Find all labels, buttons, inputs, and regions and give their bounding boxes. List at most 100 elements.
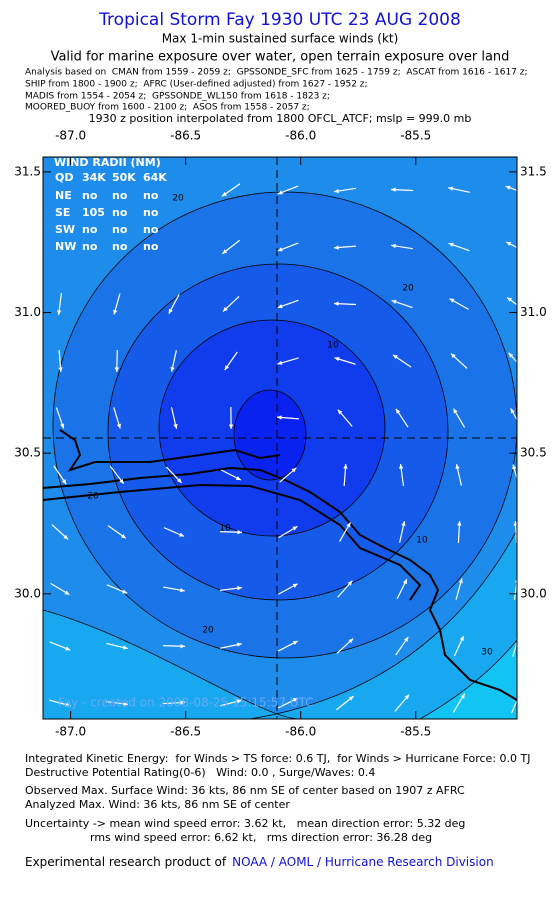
contour-label: 20 xyxy=(202,626,214,636)
map-labels: 20 20 10 10 20 10 20 30 Fay - created on 2008-08… xyxy=(54,156,493,710)
x-tick-label: -85.5 xyxy=(400,725,431,739)
wind-arrow-head xyxy=(58,367,63,372)
wind-arrow-head xyxy=(391,243,396,249)
axes: -87.0 -87.0 -86.5 -86.5 -86.0 -86.0 -85.5 -85.5… xyxy=(14,129,546,739)
wind-radii-cell: no xyxy=(143,223,159,236)
wind-arrow-head xyxy=(176,478,182,483)
title: Tropical Storm Fay 1930 UTC 23 AUG 2008 xyxy=(98,10,461,30)
wind-arrow-head xyxy=(277,360,283,365)
credit-link[interactable]: NOAA / AOML / Hurricane Research Divisio… xyxy=(232,855,494,869)
wind-arrow-head xyxy=(391,187,396,192)
wind-arrow-head xyxy=(510,408,515,414)
subtitle: Max 1-min sustained surface winds (kt) xyxy=(162,32,399,46)
contour-label: 30 xyxy=(481,648,493,658)
wind-radii-cell: no xyxy=(143,240,159,253)
wind-arrow-head xyxy=(222,306,228,312)
wind-arrow-head xyxy=(64,590,70,595)
wind-arrow-head xyxy=(236,699,242,704)
wind-arrow-head xyxy=(56,310,62,315)
wind-arrow-head xyxy=(123,701,128,706)
wind-arrow-head xyxy=(337,409,343,415)
wind-radii-cell: no xyxy=(112,206,128,219)
contour-label: 20 xyxy=(87,492,99,502)
y-tick-label: 31.5 xyxy=(14,164,41,178)
wind-arrow-head xyxy=(228,424,234,429)
wind-arrow-head xyxy=(512,464,517,470)
footer-line: Destructive Potential Rating(0-6) Wind: … xyxy=(25,766,375,779)
x-tick-label: -85.5 xyxy=(400,129,431,143)
wind-arrow-head xyxy=(453,408,458,414)
wind-arrow-head xyxy=(61,479,67,485)
wind-arrow-head xyxy=(457,521,462,526)
wind-arrow-head xyxy=(63,534,69,540)
source-line: SHIP from 1800 - 1900 z; AFRC (User-defi… xyxy=(25,80,368,90)
contour-label: 20 xyxy=(172,194,184,204)
wind-arrow xyxy=(513,578,517,600)
wind-arrow-head xyxy=(513,521,517,526)
wind-radii-header: 64K xyxy=(143,171,167,184)
wind-arrow-head xyxy=(343,464,348,469)
wind-radii-cell: no xyxy=(82,223,98,236)
wind-arrow-head xyxy=(179,532,185,537)
wind-arrow-head xyxy=(114,367,120,372)
wind-arrow-head xyxy=(121,533,126,539)
footer-line: Analyzed Max. Wind: 36 kts, 86 nm SE of … xyxy=(25,798,290,811)
wind-arrow-head xyxy=(180,644,185,649)
y-tick-label: 30.0 xyxy=(14,586,41,600)
wind-arrow-head xyxy=(347,580,353,586)
wind-arrow-head xyxy=(122,589,128,594)
x-tick-label: -86.0 xyxy=(285,725,316,739)
wind-arrows xyxy=(49,183,517,714)
wind-arrow-head xyxy=(514,578,517,583)
wind-arrow-head xyxy=(348,638,354,644)
wind-arrow-head xyxy=(508,352,514,358)
wind-arrow-head xyxy=(122,645,128,650)
wind-arrow-head xyxy=(60,423,65,429)
wind-arrow-head xyxy=(291,467,297,473)
y-tick-label: 30.5 xyxy=(520,446,547,460)
wind-radii-cell: SE xyxy=(55,206,70,219)
wind-arrow-head xyxy=(458,578,463,584)
plot-frame xyxy=(42,156,518,720)
source-line: MADIS from 1554 - 2054 z; GPSSONDE_WL150… xyxy=(25,92,330,102)
wind-arrow-head xyxy=(222,249,228,254)
wind-arrow-head xyxy=(334,301,339,306)
wind-arrow-head xyxy=(346,522,351,528)
wind-arrow-head xyxy=(277,190,283,195)
wind-arrow xyxy=(511,699,517,714)
x-tick-label: -86.5 xyxy=(170,725,201,739)
wind-arrow-head xyxy=(348,696,354,701)
wind-arrow-head xyxy=(170,366,175,372)
wind-arrow-head xyxy=(505,185,511,190)
wind-radii-cell: NE xyxy=(55,189,72,202)
wind-arrow-head xyxy=(460,693,465,699)
footer-line: Observed Max. Surface Wind: 36 kts, 86 n… xyxy=(25,784,465,797)
wind-arrow-head xyxy=(224,365,230,371)
wind-radii-cell: no xyxy=(82,240,98,253)
source-line: MOORED_BUOY from 1600 - 2100 z; ASOS fro… xyxy=(25,103,310,113)
footer-line: Integrated Kinetic Energy: for Winds > T… xyxy=(25,752,530,765)
wind-arrow-head xyxy=(235,476,241,480)
wind-arrow-head xyxy=(448,242,454,247)
wind-arrow-head xyxy=(180,587,185,593)
wind-arrow-head xyxy=(334,245,339,250)
source-line: Analysis based on CMAN from 1559 - 2059 … xyxy=(25,68,528,78)
wind-arrow-head xyxy=(180,700,185,705)
y-tick-label: 31.0 xyxy=(14,305,41,319)
wind-radii-cell: SW xyxy=(55,223,75,236)
footer-line: rms wind speed error: 6.62 kt, rms direc… xyxy=(90,831,432,844)
y-tick-label: 30.0 xyxy=(520,586,547,600)
wind-arrow-head xyxy=(450,353,456,359)
wind-arrow-head xyxy=(449,298,455,303)
wind-arrow-head xyxy=(402,579,407,585)
wind-arrow-head xyxy=(119,478,124,484)
validity: Valid for marine exposure over water, op… xyxy=(51,50,510,65)
wind-arrow-head xyxy=(334,188,339,194)
wind-radii-cell: no xyxy=(143,189,159,202)
y-tick-label: 31.0 xyxy=(520,305,547,319)
wind-radii-cell: no xyxy=(143,206,159,219)
wind-arrow-head xyxy=(168,308,173,314)
wind-arrow-head xyxy=(398,464,404,469)
wind-arrow-head xyxy=(404,694,410,700)
wind-arrow-head xyxy=(237,586,242,591)
